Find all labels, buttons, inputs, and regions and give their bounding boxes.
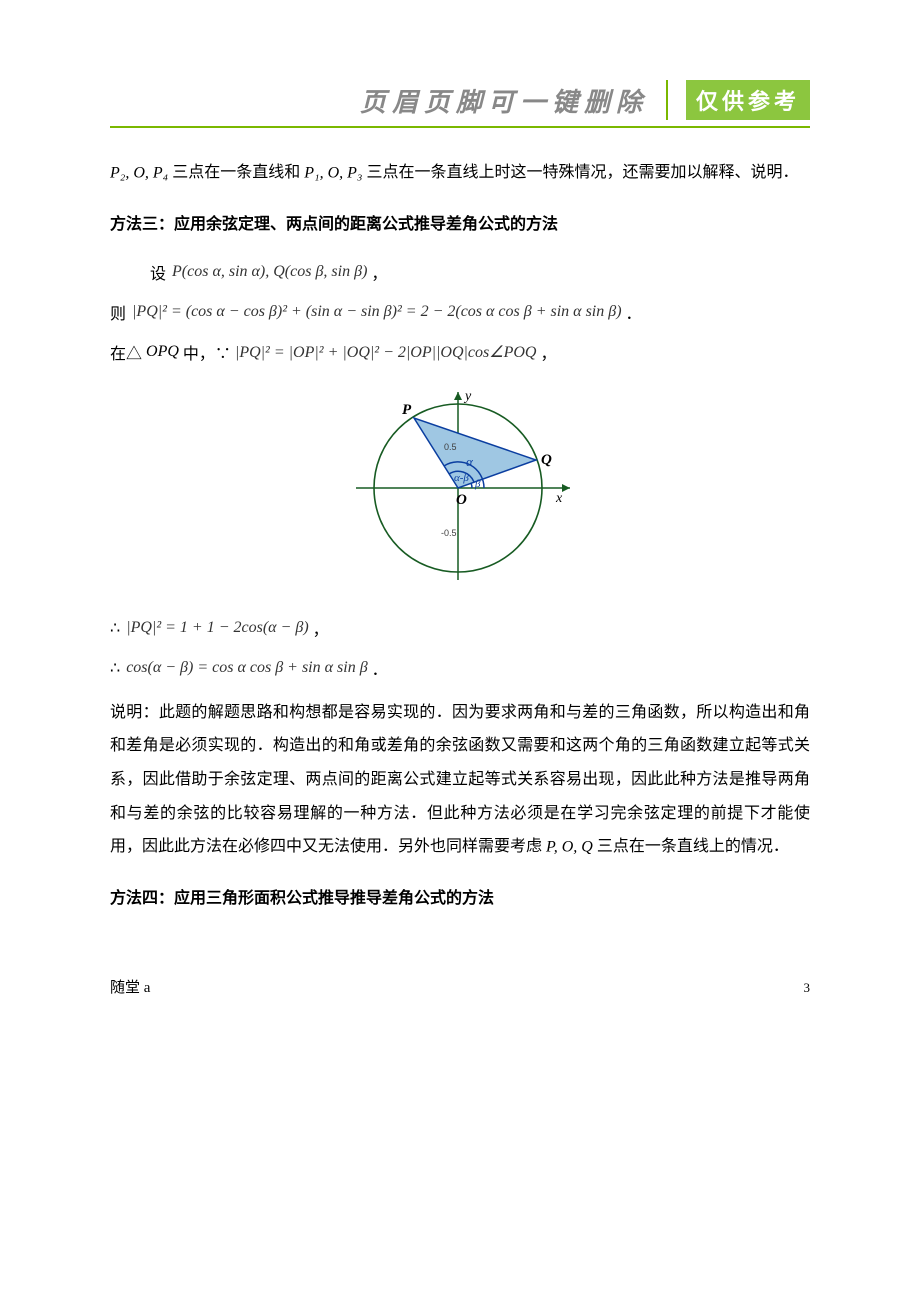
svg-text:x: x xyxy=(555,491,563,506)
math-poq: P, O, Q xyxy=(546,839,593,856)
math-p2op4: P₂, O, P₄ xyxy=(110,165,168,182)
math-pq-def: P(cos α, sin α), Q(cos β, sin β) xyxy=(172,263,367,281)
header-rule xyxy=(110,126,810,128)
label-in-triangle-pre: 在△ xyxy=(110,340,142,364)
paragraph-continuation: P₂, O, P₄ 三点在一条直线和 P₁, O, P₃ 三点在一条直线上时这一… xyxy=(110,156,810,190)
label-set: 设 xyxy=(150,260,166,284)
triangle-name: OPQ xyxy=(146,343,179,361)
page: 页眉页脚可一键删除 仅供参考 P₂, O, P₄ 三点在一条直线和 P₁, O,… xyxy=(0,0,920,1037)
footer-page-number: 3 xyxy=(804,980,811,996)
svg-text:y: y xyxy=(463,389,472,404)
diagram-container: 0.5 -0.5 P Q O x y α α-β β xyxy=(110,380,810,590)
svg-text:α: α xyxy=(466,454,474,469)
page-footer: 随堂 a 3 xyxy=(110,976,810,997)
therefore-symbol-1: ∴ xyxy=(110,618,120,638)
explain-text: 说明：此题的解题思路和构想都是容易实现的．因为要求两角和与差的三角函数，所以构造… xyxy=(110,704,810,855)
page-header: 页眉页脚可一键删除 仅供参考 xyxy=(110,80,810,120)
svg-text:α-β: α-β xyxy=(454,472,469,484)
label-then: 则 xyxy=(110,300,126,324)
unit-circle-diagram: 0.5 -0.5 P Q O x y α α-β β xyxy=(338,380,583,590)
text-span: 三点在一条直线上时这一特殊情况，还需要加以解释、说明． xyxy=(362,164,798,181)
math-cos-diff-formula: cos(α − β) = cos α cos β + sin α sin β xyxy=(126,659,367,677)
svg-text:Q: Q xyxy=(541,452,552,468)
math-cosine-law: |PQ|² = |OP|² + |OQ|² − 2|OP||OQ|cos∠POQ xyxy=(235,342,537,362)
header-title: 页眉页脚可一键删除 xyxy=(360,82,648,119)
math-line-set: 设 P(cos α, sin α), Q(cos β, sin β) ， xyxy=(110,260,810,284)
header-badge: 仅供参考 xyxy=(686,80,810,120)
math-line-coslaw: 在△OPQ 中，∵ |PQ|² = |OP|² + |OQ|² − 2|OP||… xyxy=(110,340,810,364)
svg-text:0.5: 0.5 xyxy=(444,442,457,452)
math-pq-expand: |PQ|² = (cos α − cos β)² + (sin α − sin … xyxy=(132,303,622,321)
svg-text:β: β xyxy=(474,478,481,490)
footer-left: 随堂 a xyxy=(110,976,150,997)
math-line-then: 则 |PQ|² = (cos α − cos β)² + (sin α − si… xyxy=(110,300,810,324)
svg-text:O: O xyxy=(456,492,467,508)
math-p1op3: P₁, O, P₃ xyxy=(304,165,362,182)
label-in-triangle-mid: 中，∵ xyxy=(183,340,231,364)
svg-text:P: P xyxy=(402,402,412,418)
text-span: 三点在一条直线和 xyxy=(168,164,304,181)
math-line-therefore1: ∴ |PQ|² = 1 + 1 − 2cos(α − β) ， xyxy=(110,616,810,640)
therefore-symbol-2: ∴ xyxy=(110,658,120,678)
explain-tail: 三点在一条直线上的情况． xyxy=(593,838,789,855)
text-comma: ， xyxy=(371,260,387,284)
method3-title: 方法三：应用余弦定理、两点间的距离公式推导差角公式的方法 xyxy=(110,208,810,242)
header-divider-icon xyxy=(666,80,668,120)
text-comma: ， xyxy=(540,340,556,364)
svg-text:-0.5: -0.5 xyxy=(441,528,457,538)
math-pq-result: |PQ|² = 1 + 1 − 2cos(α − β) xyxy=(126,619,308,637)
text-period: ． xyxy=(372,656,388,680)
method4-title: 方法四：应用三角形面积公式推导推导差角公式的方法 xyxy=(110,882,810,916)
explanation-paragraph: 说明：此题的解题思路和构想都是容易实现的．因为要求两角和与差的三角函数，所以构造… xyxy=(110,696,810,865)
math-line-therefore2: ∴ cos(α − β) = cos α cos β + sin α sin β… xyxy=(110,656,810,680)
text-period: ． xyxy=(626,300,642,324)
text-comma: ， xyxy=(313,616,329,640)
